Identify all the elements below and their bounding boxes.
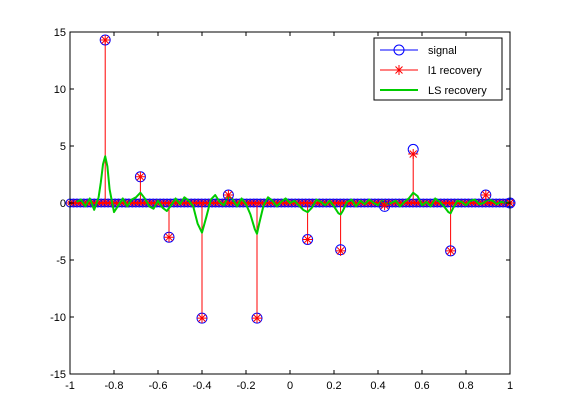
x-tick-label: 0.4 — [370, 380, 385, 392]
x-axis-ticks: -1 -0.8 -0.6 -0.4 -0.2 0 0.2 0.4 0.6 0.8 1 — [65, 32, 513, 392]
x-tick-label: 0.8 — [458, 380, 473, 392]
l1-recovery-marker — [335, 245, 346, 256]
y-tick-label: -5 — [56, 255, 66, 267]
legend: signal l1 recovery LS recovery — [373, 37, 503, 101]
y-tick-label: -15 — [50, 369, 66, 381]
l1-recovery-marker — [379, 200, 390, 211]
l1-recovery-marker — [164, 232, 174, 243]
x-tick-label: -0.8 — [105, 380, 124, 392]
x-tick-label: -0.2 — [237, 380, 256, 392]
y-tick-label: -10 — [50, 312, 66, 324]
x-tick-label: 0.6 — [414, 380, 429, 392]
y-tick-label: 5 — [60, 141, 66, 153]
legend-star-marker — [394, 65, 404, 75]
l1-recovery-marker — [408, 148, 419, 159]
y-axis-ticks: -15 -10 -5 0 5 10 15 — [50, 27, 510, 381]
l1-recovery-marker — [445, 245, 456, 256]
ls-recovery-layer — [76, 155, 511, 235]
legend-label: signal — [428, 45, 457, 57]
x-tick-label: 0.2 — [326, 380, 341, 392]
x-tick-label: -0.6 — [149, 380, 168, 392]
legend-label: LS recovery — [428, 85, 487, 97]
x-tick-label: -1 — [65, 380, 75, 392]
legend-circle-marker — [393, 44, 405, 56]
l1-recovery-marker — [223, 190, 234, 201]
y-tick-label: 10 — [54, 84, 66, 96]
ls-recovery-line — [76, 155, 511, 235]
l1-recovery-marker — [100, 34, 111, 45]
l1-recovery-marker — [302, 234, 313, 245]
legend-label: l1 recovery — [428, 65, 482, 77]
l1-recovery-marker — [135, 171, 146, 182]
x-tick-label: 0 — [287, 380, 293, 392]
x-tick-label: -0.4 — [193, 380, 212, 392]
l1-recovery-marker — [252, 313, 262, 324]
l1-recovery-marker — [197, 313, 207, 324]
x-tick-label: 1 — [507, 380, 513, 392]
y-tick-label: 0 — [60, 198, 66, 210]
y-tick-label: 15 — [54, 27, 66, 39]
l1-recovery-marker — [480, 190, 491, 201]
